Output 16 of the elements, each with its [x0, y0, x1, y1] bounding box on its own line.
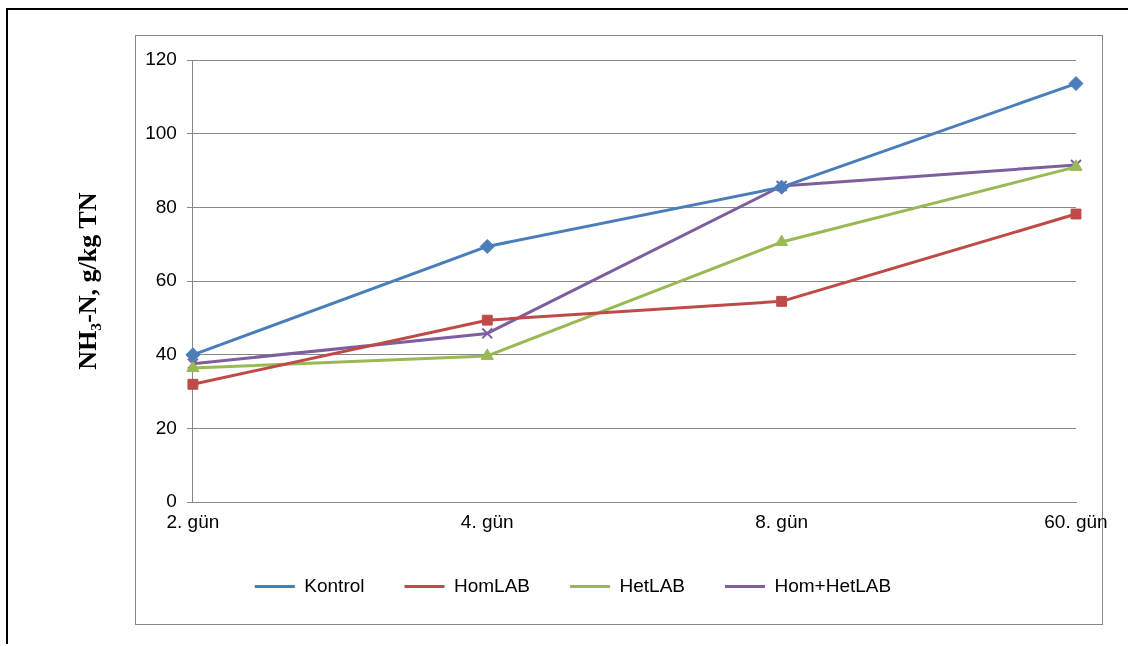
y-tick-label: 100 — [145, 121, 177, 143]
x-tick-label: 4. gün — [460, 510, 514, 532]
y-axis-title: NH₃-N, g/kg TN — [73, 192, 103, 370]
y-tick-label: 60 — [155, 269, 177, 291]
x-tick-label: 2. gün — [166, 510, 220, 532]
y-tick-label: 120 — [145, 48, 177, 70]
y-tick-label: 20 — [155, 416, 177, 438]
y-tick-label: 40 — [155, 343, 177, 365]
legend-label: Kontrol — [304, 574, 365, 596]
x-tick-label: 60. gün — [1044, 510, 1108, 532]
x-tick-label: 8. gün — [755, 510, 809, 532]
legend-label: HetLAB — [619, 574, 686, 596]
y-tick-label: 80 — [155, 195, 177, 217]
legend-label: Hom+HetLAB — [774, 574, 892, 596]
legend-label: HomLAB — [454, 574, 531, 596]
y-tick-label: 0 — [166, 490, 177, 512]
